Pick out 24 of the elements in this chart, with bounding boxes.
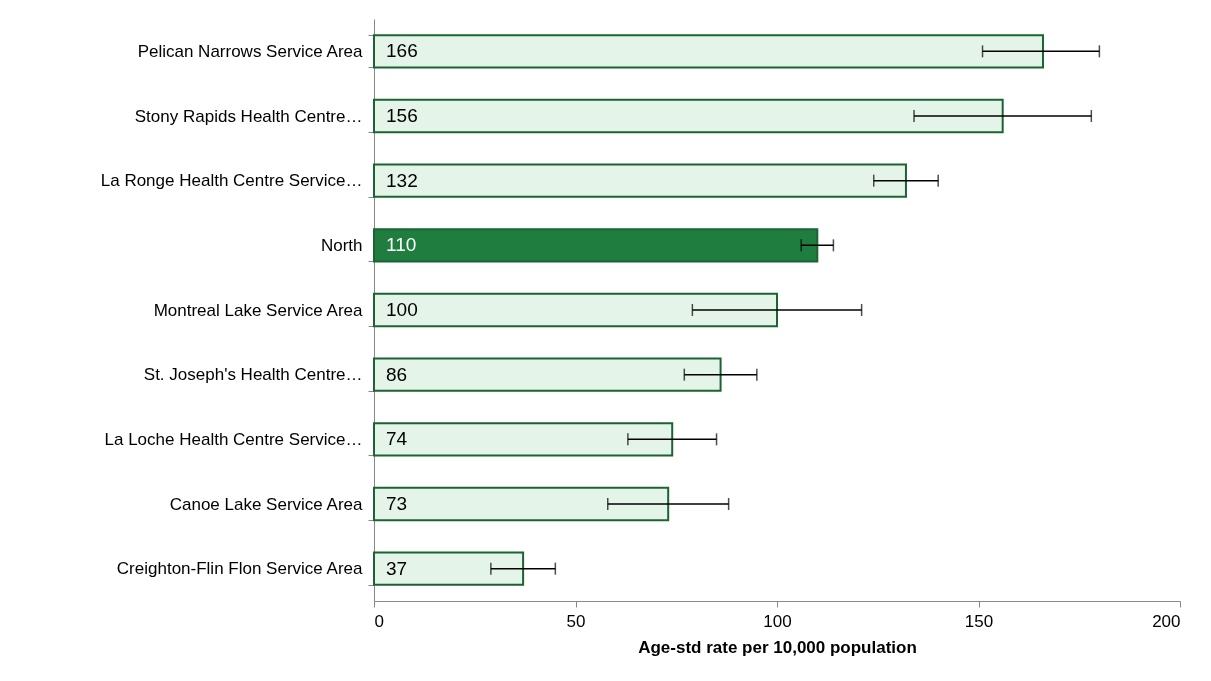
data-label: 132 — [386, 169, 418, 191]
data-label: 73 — [386, 493, 408, 514]
data-label: 156 — [386, 105, 418, 126]
y-tick-label: Stony Rapids Health Centre… — [134, 106, 363, 126]
x-tick-label: 50 — [566, 611, 586, 631]
data-label: 37 — [386, 557, 408, 579]
data-label: 100 — [386, 299, 418, 320]
x-tick-label: 200 — [1152, 611, 1181, 631]
y-tick-label: La Loche Health Centre Service… — [104, 429, 363, 449]
data-label: 110 — [386, 234, 417, 256]
x-axis-title: Age-std rate per 10,000 population — [638, 637, 917, 657]
y-tick-label: Canoe Lake Service Area — [169, 494, 364, 514]
y-tick-label: Creighton-Flin Flon Service Area — [116, 559, 364, 579]
x-tick-label: 0 — [374, 611, 384, 631]
y-tick-label: La Ronge Health Centre Service… — [100, 171, 363, 191]
y-tick-label: Pelican Narrows Service Area — [137, 41, 364, 61]
data-label: 74 — [386, 428, 408, 450]
x-tick-label: 100 — [763, 611, 792, 631]
data-label: 166 — [386, 40, 418, 62]
x-tick-label: 150 — [964, 611, 994, 631]
data-label: 86 — [386, 363, 408, 385]
y-tick-label: St. Joseph's Health Centre… — [143, 365, 363, 385]
y-tick-label: North — [320, 235, 363, 255]
y-tick-label: Montreal Lake Service Area — [153, 300, 364, 320]
